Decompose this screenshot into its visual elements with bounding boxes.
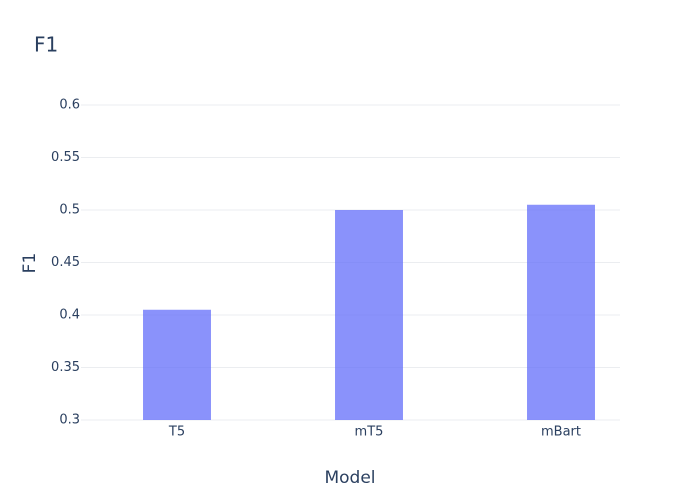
x-axis-title: Model bbox=[324, 468, 375, 488]
x-tick-label: T5 bbox=[168, 425, 185, 440]
y-tick-label: 0.45 bbox=[51, 255, 80, 270]
y-tick-label: 0.5 bbox=[59, 203, 80, 218]
y-axis-title: F1 bbox=[20, 253, 40, 274]
y-tick-label: 0.4 bbox=[59, 308, 80, 323]
y-tick-label: 0.3 bbox=[59, 413, 80, 428]
x-tick-label: mBart bbox=[541, 425, 581, 440]
x-tick-label: mT5 bbox=[355, 425, 384, 440]
bar bbox=[527, 204, 595, 420]
y-tick-label: 0.6 bbox=[59, 98, 80, 113]
y-tick-label: 0.55 bbox=[51, 150, 80, 165]
bar bbox=[143, 309, 211, 420]
chart-title: F1 bbox=[34, 33, 58, 57]
bar bbox=[335, 210, 403, 420]
y-tick-label: 0.35 bbox=[51, 360, 80, 375]
